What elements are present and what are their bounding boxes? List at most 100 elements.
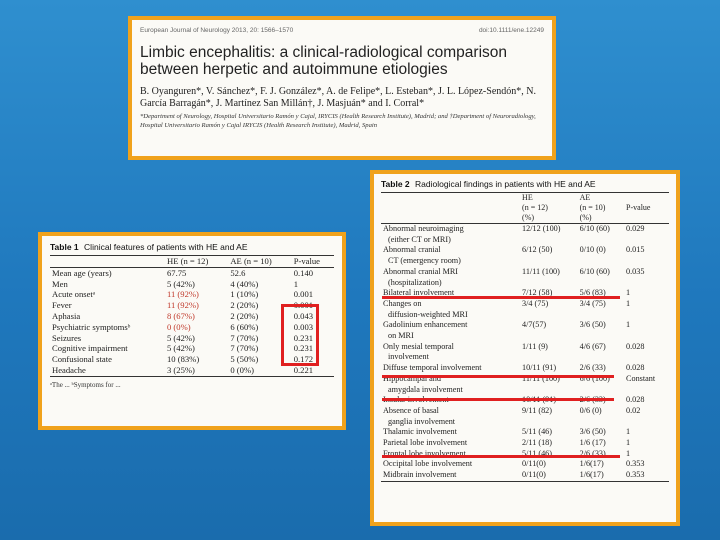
table1-cell: Acute onsetᵃ (52, 289, 96, 300)
table2-cell: 0/11(0) (522, 459, 546, 469)
table2-cell (520, 278, 578, 289)
table2-cell (520, 310, 578, 321)
table1-row: Aphasia 8 (67%) 2 (20%) 0.043 (50, 311, 334, 322)
table2-cell: Hippocampal and (383, 373, 441, 383)
table2-cell: 6/6 (100) (579, 373, 610, 383)
table2-cell: Frontal lobe involvement (383, 448, 466, 458)
table1-cell: 0 (0%) (166, 321, 191, 332)
table2-cell: 2/6 (33) (579, 363, 606, 373)
table1-cell: Cognitive impairment (52, 343, 128, 354)
table2-cell: 5/11 (46) (522, 448, 552, 458)
table2-cell: 5/6 (83) (579, 288, 606, 298)
table2-cell: 4/6 (67) (579, 341, 606, 351)
table2-row: Abnormal cranial MRI 11/11 (100) 6/10 (60)… (381, 267, 669, 278)
table1-cell: 7 (70%) (230, 343, 259, 354)
table1-cell: 2 (20%) (230, 310, 259, 321)
table2-cell (578, 278, 624, 289)
table1-row: Confusional state 10 (83%) 5 (50%) 0.172 (50, 354, 334, 365)
table1-footnote: ᵃThe ... ᵇSymptoms for ... (50, 380, 121, 389)
table2-row: Absence of basal 9/11 (82) 0/6 (0) 0.02 (381, 406, 669, 417)
paper-affiliations: *Department of Neurology, Hospital Unive… (140, 113, 536, 129)
highlight-underline-cranial-mri (382, 296, 620, 299)
table2-cell: ganglia involvement (388, 416, 456, 426)
table2-cell: 1 (626, 288, 631, 298)
table1-header-cell: AE (n = 10) (230, 256, 272, 266)
table1-cell: 8 (67%) (166, 310, 195, 321)
table2-cell: Thalamic involvement (383, 427, 457, 437)
table2-caption-text: Radiological findings in patients with H… (415, 179, 596, 189)
highlight-underline-basal-ganglia (382, 455, 620, 458)
table2-cell (520, 235, 578, 246)
table2-header-cell (381, 213, 520, 224)
table2-cell: (hospitalization) (388, 277, 442, 287)
table2-cell: 10/11 (91) (522, 363, 557, 373)
table2-cell: Midbrain involvement (383, 470, 457, 480)
table2-row: Diffuse temporal involvement 10/11 (91) 2/… (381, 363, 669, 374)
table2-cell (520, 417, 578, 428)
table2-cell: 0.02 (626, 405, 641, 415)
table2-cell: 0/6 (0) (579, 405, 602, 415)
table1-cell: 11 (92%) (166, 289, 199, 300)
table2-cell (520, 331, 578, 342)
highlight-underline-diffuse-temporal (382, 398, 614, 401)
table2-row: CT (emergency room) (381, 256, 669, 267)
table2-row: Occipital lobe involvement 0/11(0) 1/6(17)… (381, 459, 669, 470)
journal-doi: doi:10.1111/ene.12249 (478, 27, 544, 34)
table1-cell: 3 (25%) (166, 364, 195, 375)
table2-cell: 6/12 (50) (522, 245, 553, 255)
pvalue-highlight-box (281, 304, 319, 366)
table2-cell: Abnormal cranial MRI (383, 266, 459, 276)
table1-row: Cognitive impairment 5 (42%) 7 (70%) 0.231 (50, 343, 334, 354)
table2-cell: 2/6 (33) (579, 448, 606, 458)
table2-cell: involvement (388, 352, 429, 362)
table2-cell: 12/12 (100) (522, 224, 561, 233)
table2-cell (520, 256, 578, 267)
table2-header-cell: P-value (626, 203, 651, 212)
table2-header-cell: (n = 12) (522, 203, 548, 212)
table1-cell: 11 (92%) (166, 300, 199, 311)
table1-cell: 5 (50%) (230, 354, 259, 365)
paper-title: Limbic encephalitis: a clinical-radiolog… (140, 44, 508, 78)
table2-row: Midbrain involvement 0/11(0) 1/6(17) 0.353 (381, 470, 669, 482)
table1-cell: 0.172 (293, 354, 314, 365)
table2-cell: 1 (626, 320, 631, 330)
table2-cell: Abnormal neuroimaging (383, 224, 464, 233)
table1-row: Mean age (years) 67.75 52.6 0.140 (50, 267, 334, 278)
table1-cell: 5 (42%) (166, 278, 195, 289)
table2-cell: 3/4 (75) (579, 298, 606, 308)
table2-row: Hippocampal and 11/11 (100) 6/6 (100) Const… (381, 374, 669, 385)
table2-label: Table 2 (381, 179, 410, 189)
table2-cell: 1 (626, 448, 631, 458)
table2-cell: Absence of basal (383, 405, 439, 415)
table1-cell: 0.221 (293, 364, 314, 375)
table2-cell: 2/11 (18) (522, 438, 552, 448)
table1-cell: Fever (52, 300, 72, 311)
table1-cell: Headache (52, 364, 86, 375)
table2-cell: 1 (626, 427, 631, 437)
table2-cell: 3/6 (50) (579, 320, 606, 330)
table2-row: Bilateral involvement 7/12 (58) 5/6 (83) 1 (381, 288, 669, 299)
table2-cell: diffusion-weighted MRI (388, 309, 468, 319)
table2-cell: Gadolinium enhancement (383, 320, 468, 330)
table1-caption: Table 1 Clinical features of patients wi… (50, 242, 334, 252)
table2-cell: 11/11 (100) (522, 266, 560, 276)
table2-cell: 4/7(57) (522, 320, 547, 330)
table1-cell: 0 (0%) (230, 364, 254, 375)
table2-cell (578, 331, 624, 342)
table1-cell: 1 (293, 278, 298, 289)
table1-cell: 5 (42%) (166, 332, 195, 343)
table2-cell: 1/6(17) (579, 459, 604, 469)
table2-row: diffusion-weighted MRI (381, 310, 669, 321)
table2-row: (either CT or MRI) (381, 235, 669, 246)
table2-cell: 3/6 (50) (579, 427, 606, 437)
table1-cell: Seizures (52, 332, 82, 343)
table2-row: amygdala involvement (381, 385, 669, 396)
table2-cell: 0.028 (626, 395, 645, 405)
table2-cell: Only mesial temporal (383, 341, 454, 351)
table1-caption-text: Clinical features of patients with HE an… (84, 242, 248, 252)
table2-cell (578, 352, 624, 363)
table1-cell: 52.6 (230, 267, 246, 278)
table2-caption: Table 2 Radiological findings in patient… (381, 179, 669, 189)
journal-citation: European Journal of Neurology 2013, 20: … (140, 27, 294, 34)
table2-cell: 1 (626, 298, 631, 308)
